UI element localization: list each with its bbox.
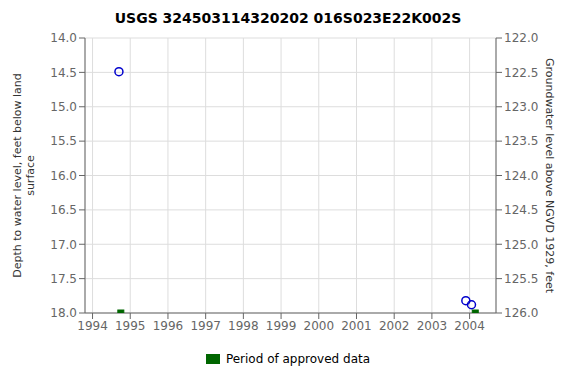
svg-text:1995: 1995 xyxy=(115,319,146,333)
svg-text:17.0: 17.0 xyxy=(50,238,77,252)
svg-text:2002: 2002 xyxy=(379,319,410,333)
svg-text:125.0: 125.0 xyxy=(504,238,538,252)
svg-text:2003: 2003 xyxy=(417,319,448,333)
svg-text:Depth to water level, feet bel: Depth to water level, feet below landsur… xyxy=(11,73,37,278)
svg-text:122.0: 122.0 xyxy=(504,31,538,45)
html-text:Period of approved data: Period of approved data xyxy=(225,352,371,366)
svg-text:1997: 1997 xyxy=(190,319,221,333)
svg-text:18.0: 18.0 xyxy=(50,306,77,320)
svg-text:2001: 2001 xyxy=(341,319,372,333)
svg-text:Groundwater level above NGVD 1: Groundwater level above NGVD 1929, feet xyxy=(543,58,556,294)
svg-text:15.5: 15.5 xyxy=(50,134,77,148)
svg-text:1999: 1999 xyxy=(266,319,297,333)
svg-text:14.5: 14.5 xyxy=(50,66,77,80)
svg-text:126.0: 126.0 xyxy=(504,306,538,320)
svg-text:123.0: 123.0 xyxy=(504,100,538,114)
svg-text:16.5: 16.5 xyxy=(50,203,77,217)
svg-text:122.5: 122.5 xyxy=(504,66,538,80)
svg-text:124.0: 124.0 xyxy=(504,169,538,183)
svg-text:1994: 1994 xyxy=(77,319,108,333)
svg-text:14.0: 14.0 xyxy=(50,31,77,45)
svg-text:125.5: 125.5 xyxy=(504,272,538,286)
svg-text:1998: 1998 xyxy=(228,319,259,333)
svg-text:17.5: 17.5 xyxy=(50,272,77,286)
svg-text:124.5: 124.5 xyxy=(504,203,538,217)
svg-text:2004: 2004 xyxy=(454,319,485,333)
svg-text:16.0: 16.0 xyxy=(50,169,77,183)
svg-text:123.5: 123.5 xyxy=(504,134,538,148)
svg-text:1996: 1996 xyxy=(153,319,184,333)
html-text:USGS 324503114320202 016S023E2: USGS 324503114320202 016S023E22K002S xyxy=(114,10,462,26)
svg-text:2000: 2000 xyxy=(304,319,335,333)
svg-text:15.0: 15.0 xyxy=(50,100,77,114)
